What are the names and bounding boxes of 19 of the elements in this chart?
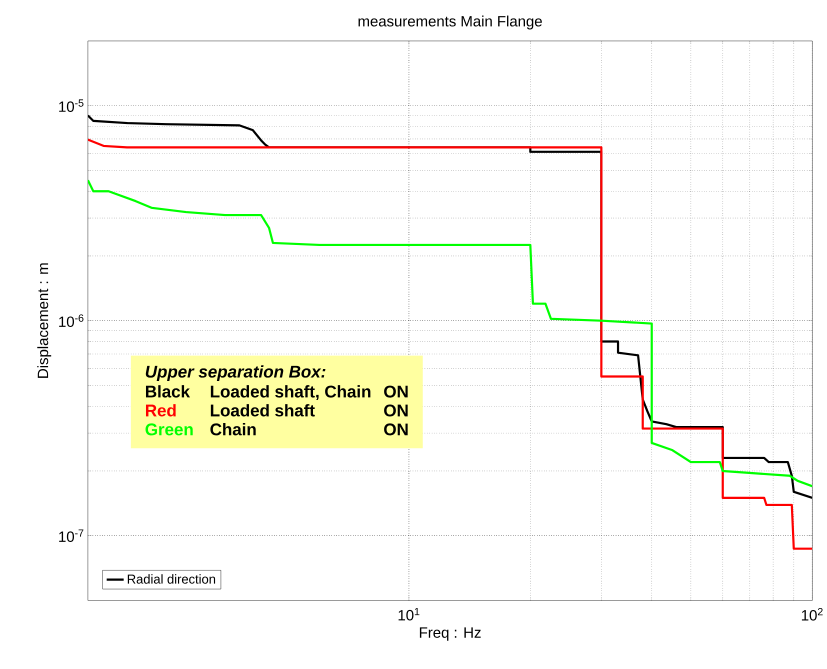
y-tick-label: 10$^{-7}$ <box>59 529 84 542</box>
x-tick-label: 10$^{1}$ <box>398 608 420 620</box>
annotation: ON <box>384 404 408 416</box>
x-tick-label: 10$^{2}$ <box>802 608 823 620</box>
annotation: ON <box>384 385 408 398</box>
chart-title: measurements Main Flange <box>358 15 542 30</box>
annotation: ON <box>384 423 408 436</box>
legend-label: Radial direction <box>128 574 216 584</box>
y-tick-label: 10$^{-6}$ <box>59 314 84 327</box>
annotation: Red <box>146 404 176 416</box>
annotation: Green <box>146 423 193 436</box>
y-tick-label: 10$^{-5}$ <box>59 99 84 112</box>
annotation: Upper separation Box: <box>146 365 326 381</box>
x-axis-title: Freq : Hz <box>420 627 481 641</box>
annotation: Chain <box>210 422 256 436</box>
annotation: Loaded shaft <box>210 404 315 416</box>
y-axis-title: Displacement : m <box>37 263 52 378</box>
annotation: Black <box>146 384 190 398</box>
annotation: Loaded shaft, Chain <box>210 384 370 400</box>
